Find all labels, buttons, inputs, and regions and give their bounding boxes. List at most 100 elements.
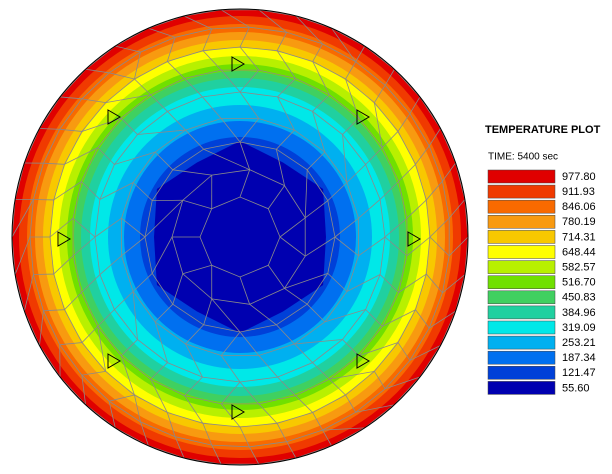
mesh-edge [148,27,176,38]
mesh-edge [220,9,250,28]
mesh-edge [384,376,421,390]
mesh-edge [183,15,212,30]
marker [356,353,370,369]
marker [107,353,121,369]
mesh-edge [428,128,441,147]
mesh-edge [304,169,308,218]
mesh-edge [429,236,450,257]
mesh-edge [342,117,360,135]
legend-swatch [487,335,556,350]
mesh-edge [373,102,383,148]
mesh-edge [239,46,260,71]
mesh-edge [120,117,138,135]
mesh-ring [171,169,306,305]
mesh-edge [267,265,285,289]
legend: 977.80 911.93 846.06 780.19 714.31 648.44 582.… [487,169,596,395]
mesh-edge [312,94,330,112]
mesh-edge [342,134,348,183]
legend-swatch [487,215,556,229]
mesh-edge [120,355,135,396]
mesh-edge [442,162,456,182]
mesh-edge [327,182,348,201]
mesh-edge [185,129,204,150]
mesh-edge [426,180,443,201]
mesh-edge [220,381,241,405]
mesh-edge [239,141,251,170]
mesh-edge [406,199,427,219]
mesh-edge [365,309,383,327]
mesh-edge [305,200,329,219]
mesh-edge [211,298,241,333]
legend-label: 846.06 [562,201,596,213]
mesh-edge [239,27,250,48]
mesh-edge [334,217,359,238]
mesh-edge [429,217,450,238]
mesh-edge [276,324,295,345]
mesh-edge [397,113,411,132]
mesh-edge [94,217,122,238]
mesh-edge [448,199,466,219]
mesh-edge [134,78,151,96]
mesh-edge [184,78,203,98]
mesh-edge [415,145,430,165]
mesh-edge [166,37,176,62]
mesh-edge [286,441,297,459]
mesh-edge [448,236,469,257]
mesh-edge [108,394,135,402]
mesh-edge [202,28,213,51]
mesh-edge [81,274,101,293]
mesh-edge [322,429,332,446]
mesh-edge [185,324,204,345]
mesh-edge [258,9,287,33]
legend-swatch [487,275,556,289]
mesh-edge [97,309,115,327]
legend-label: 977.80 [562,171,596,183]
mesh-edge [132,291,138,340]
mesh-edge [324,309,366,323]
mesh-edge [72,217,96,238]
mesh-edge [239,276,251,305]
mesh-edge [134,394,141,423]
mesh-edge [295,395,313,413]
mesh-edge [384,217,408,238]
legend-swatch [487,245,556,259]
mesh-edge [132,182,153,201]
legend-label: 714.31 [562,231,596,243]
legend-swatch [487,169,556,184]
mesh-edge [358,342,399,357]
mesh-edge [81,326,99,343]
marker [57,231,71,247]
mesh-edge [172,273,184,305]
mesh-edge [428,310,456,329]
mesh-edge [295,15,323,45]
marker [231,56,245,72]
mesh-edge [182,199,212,210]
mesh-edge [23,274,34,312]
mesh-edge [409,96,421,114]
mesh-edge [279,236,306,257]
contour-disk [12,9,468,465]
marker [107,109,121,125]
mesh-edge [329,370,375,380]
boundary-markers [57,56,421,420]
mesh-edge [346,274,381,292]
mesh-edge [108,401,116,428]
mesh-edge [374,371,386,389]
mesh-edge [167,61,185,79]
mesh-edge [381,131,399,148]
mesh-edge [220,331,241,356]
mesh-edge [151,236,173,274]
mesh-edge [64,147,98,165]
mesh-edge [81,375,86,405]
mesh-edge [202,96,222,119]
legend-label: 582.57 [562,262,596,274]
mesh-edge [85,68,110,74]
mesh-edge [358,236,386,257]
mesh-edge [365,147,383,165]
legend-title: TEMPERATURE PLOT [485,124,601,136]
legend-swatch [487,290,556,305]
legend-swatch [487,305,556,320]
mesh-edge [182,264,212,275]
legend-swatch [487,260,556,274]
mesh-edge [279,217,306,238]
